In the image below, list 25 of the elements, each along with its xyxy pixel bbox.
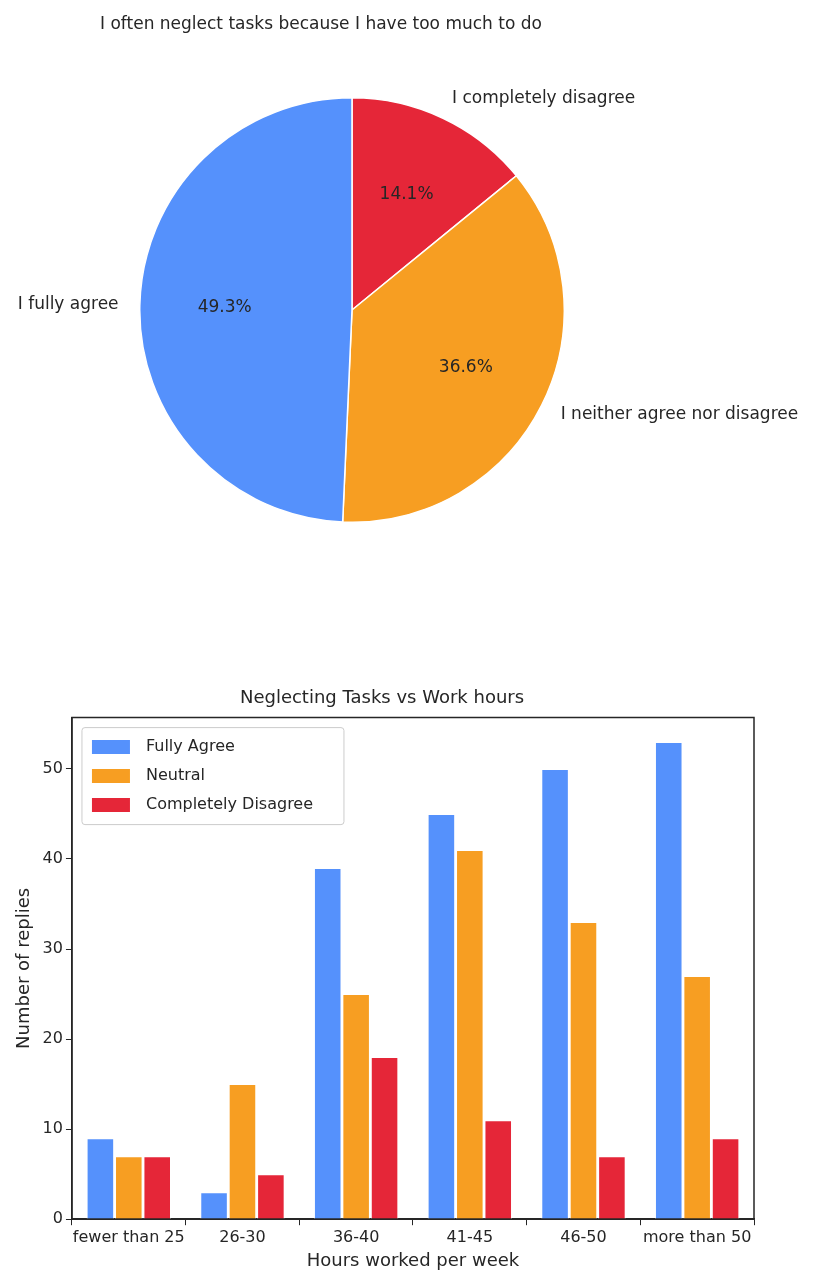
y-tick-label: 30 <box>42 938 63 958</box>
legend-label: Completely Disagree <box>145 794 314 814</box>
y-tick-label: 50 <box>42 758 63 778</box>
y-tick-label: 40 <box>42 848 63 868</box>
slice-label: I neither agree nor disagree <box>560 403 799 424</box>
x-tick-label: 41-45 <box>446 1226 494 1246</box>
data-label: 49.3% <box>197 295 252 316</box>
x-tick-label: more than 50 <box>642 1226 752 1246</box>
data-label: 36.6% <box>438 355 493 376</box>
x-tick-label: 26-30 <box>219 1226 266 1246</box>
x-tick-label: 36-40 <box>332 1226 380 1246</box>
legend-label: Fully Agree <box>145 736 235 756</box>
y-axis-title: Number of replies <box>12 887 34 1049</box>
legend-label: Neutral <box>145 765 206 785</box>
chart-title: I often neglect tasks because I have too much to do <box>100 13 542 34</box>
data-label: 14.1% <box>379 183 434 204</box>
x-tick-label: fewer than 25 <box>72 1226 185 1246</box>
slice-label: I fully agree <box>17 293 119 314</box>
x-axis-title: Hours worked per week <box>306 1248 520 1270</box>
y-tick-label: 20 <box>42 1028 63 1048</box>
y-tick-label: 0 <box>52 1208 63 1228</box>
y-tick-label: 10 <box>42 1118 63 1138</box>
slice-label: I completely disagree <box>452 87 636 108</box>
chart-title: Neglecting Tasks vs Work hours <box>239 686 525 708</box>
x-tick-label: 46-50 <box>560 1226 607 1246</box>
